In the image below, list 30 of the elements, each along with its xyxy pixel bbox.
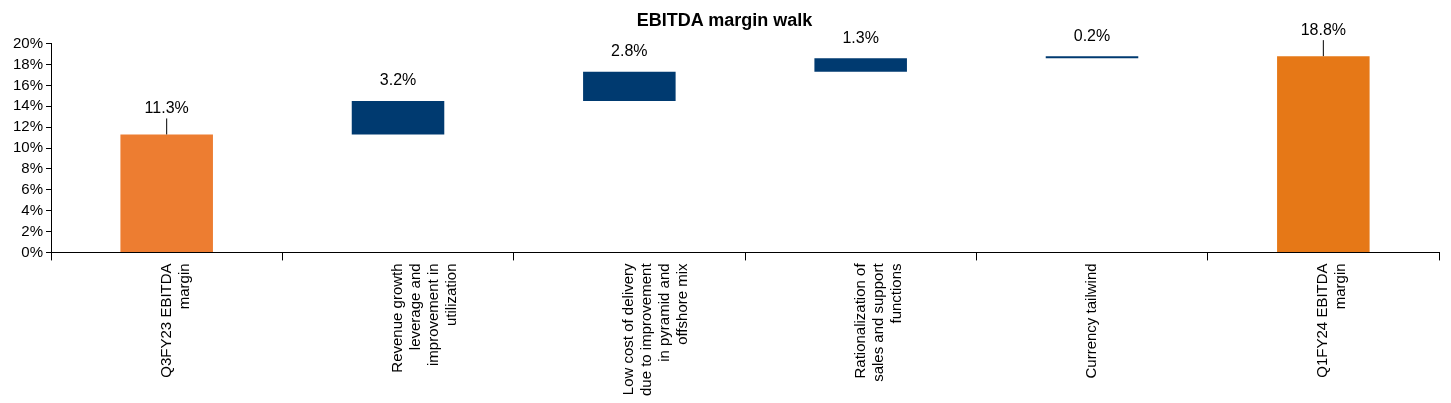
- y-tick-label: 2%: [21, 221, 44, 239]
- x-tick-label: Q1FY24 EBITDA margin: [1313, 263, 1349, 378]
- y-tick-label: 10%: [12, 138, 44, 156]
- chart-title: EBITDA margin walk: [636, 9, 814, 30]
- y-tick-label: 20%: [12, 33, 44, 51]
- data-label: 1.3%: [842, 28, 879, 46]
- bar: [351, 101, 445, 135]
- y-tick-label: 16%: [12, 75, 44, 93]
- data-label: 18.8%: [1300, 20, 1347, 38]
- y-tick-label: 8%: [21, 159, 44, 177]
- y-tick-label: 14%: [12, 96, 44, 114]
- data-label: 3.2%: [379, 71, 417, 89]
- bar: [583, 71, 676, 102]
- bar: [1045, 56, 1139, 59]
- y-tick-label: 4%: [21, 200, 44, 218]
- bar: [814, 58, 907, 72]
- x-tick-label: Revenue growth leverage and improvement in utilization: [388, 263, 460, 373]
- bar: [120, 134, 213, 252]
- y-tick-label: 18%: [12, 54, 44, 72]
- y-tick-label: 12%: [12, 117, 44, 135]
- data-label: 11.3%: [144, 98, 189, 116]
- data-label: 2.8%: [611, 42, 648, 60]
- bar: [1277, 56, 1370, 252]
- x-tick-label: Low cost of delivery due to improvement in pyramid and offshore mix: [619, 262, 691, 397]
- y-tick-label: 0%: [21, 242, 44, 260]
- data-label: 0.2%: [1073, 26, 1111, 44]
- x-tick-label: Q3FY23 EBITDA margin: [156, 263, 192, 378]
- x-tick-label: Currency tailwind: [1082, 263, 1100, 379]
- y-tick-label: 6%: [21, 179, 44, 197]
- x-tick-label: Rationalization of sales and support functions: [850, 262, 904, 382]
